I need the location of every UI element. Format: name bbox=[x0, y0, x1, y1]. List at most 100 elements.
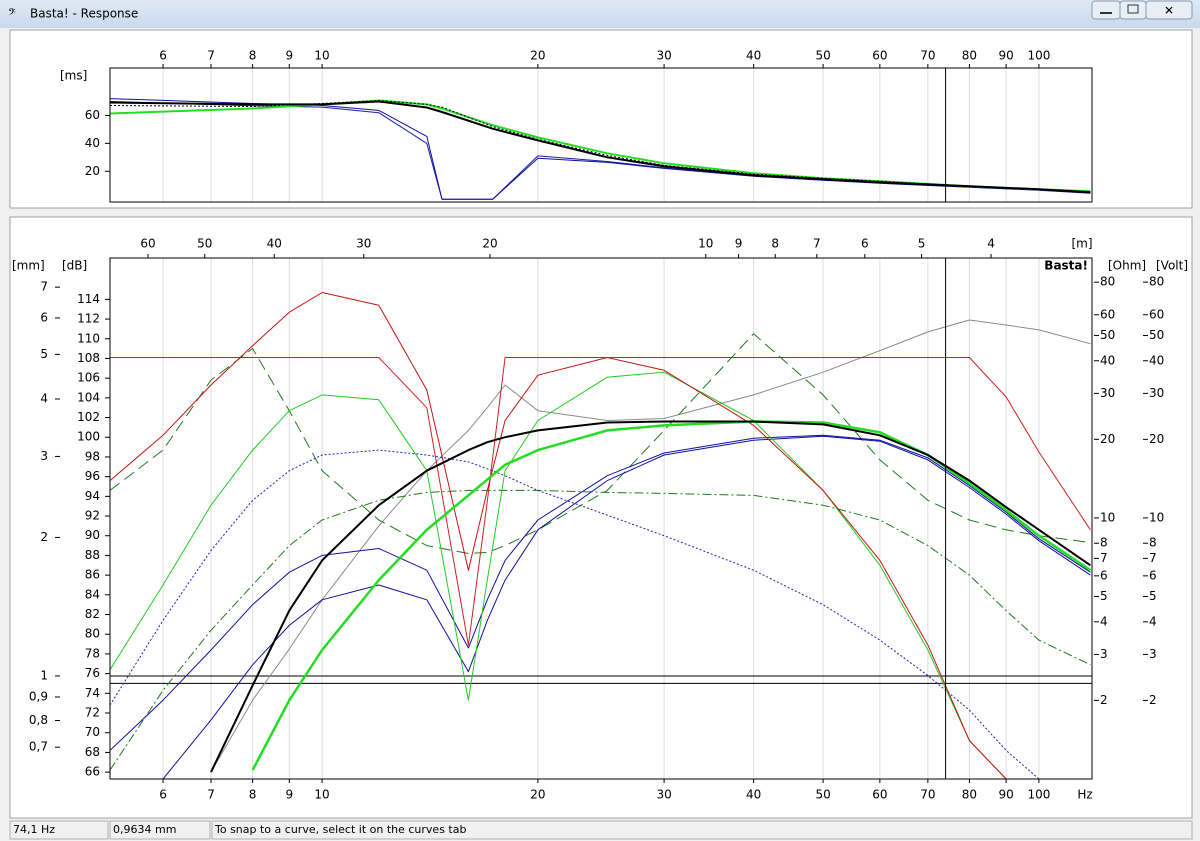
ohm-axis-tick-label: 3 bbox=[1100, 647, 1108, 661]
volt-axis-tick-label: 7 bbox=[1149, 551, 1157, 565]
ohm-axis-tick-label: 7 bbox=[1100, 551, 1108, 565]
close-icon: ✕ bbox=[1164, 4, 1174, 18]
curve bbox=[110, 371, 1007, 779]
y-tick-label: 90 bbox=[85, 528, 100, 542]
wavelength-tick-label: 60 bbox=[140, 237, 155, 251]
x-tick-label: 6 bbox=[159, 49, 167, 63]
volt-axis-tick-label: 40 bbox=[1149, 353, 1164, 367]
x-tick-label: 100 bbox=[1027, 49, 1050, 63]
curve bbox=[110, 449, 1040, 779]
ohm-axis-tick-label: 5 bbox=[1100, 589, 1108, 603]
status-pane bbox=[109, 820, 211, 840]
x-tick-label: 10 bbox=[314, 49, 329, 63]
curve bbox=[110, 100, 1091, 194]
wavelength-tick-label: 30 bbox=[356, 237, 371, 251]
x-tick-label: 8 bbox=[249, 788, 257, 802]
volt-axis-unit: [Volt] bbox=[1156, 259, 1188, 273]
wavelength-tick-label: 4 bbox=[987, 237, 995, 251]
maximize-icon bbox=[1127, 4, 1139, 14]
window-buttons[interactable]: ✕ bbox=[1091, 0, 1193, 20]
y-tick-label: 108 bbox=[77, 351, 100, 365]
x-tick-label: 40 bbox=[746, 49, 761, 63]
x-tick-label: 70 bbox=[920, 49, 935, 63]
y-tick-label: 86 bbox=[85, 568, 100, 582]
y-tick-label: 102 bbox=[77, 410, 100, 424]
y-axis-unit: [ms] bbox=[60, 69, 87, 83]
curves bbox=[110, 292, 1092, 779]
mm-tick-label: 2 bbox=[40, 530, 48, 544]
wavelength-tick-label: 20 bbox=[482, 237, 497, 251]
x-tick-label: 30 bbox=[656, 788, 671, 802]
volt-axis-tick-label: 80 bbox=[1149, 275, 1164, 289]
y-tick-label: 78 bbox=[85, 646, 100, 660]
y-tick-label: 66 bbox=[85, 765, 100, 779]
x-tick-label: 80 bbox=[962, 788, 977, 802]
status-pane bbox=[9, 820, 109, 840]
y-tick-label: 100 bbox=[77, 430, 100, 444]
ohm-axis-tick-label: 8 bbox=[1100, 536, 1108, 550]
status-bar: 74,1 Hz 0,9634 mm To snap to a curve, se… bbox=[9, 820, 1193, 840]
curve bbox=[162, 435, 1091, 779]
ohm-axis-tick-label: 10 bbox=[1100, 510, 1115, 524]
y-tick-label: 60 bbox=[85, 108, 100, 122]
x-tick-label: 60 bbox=[872, 788, 887, 802]
close-button[interactable] bbox=[1145, 0, 1193, 20]
maximize-button[interactable] bbox=[1119, 0, 1147, 20]
curve bbox=[210, 420, 1091, 773]
x-tick-label: 80 bbox=[962, 49, 977, 63]
y-tick-label: 76 bbox=[85, 666, 100, 680]
volt-axis-tick-label: 4 bbox=[1149, 614, 1157, 628]
x-tick-label: 20 bbox=[530, 788, 545, 802]
ohm-axis-unit: [Ohm] bbox=[1108, 259, 1146, 273]
mm-tick-label: 0,9 bbox=[29, 689, 48, 703]
y-tick-label: 92 bbox=[85, 509, 100, 523]
window-title: Basta! - Response bbox=[30, 7, 138, 21]
x-tick-label: 40 bbox=[746, 788, 761, 802]
wavelength-tick-label: 6 bbox=[861, 237, 869, 251]
y-tick-label: 70 bbox=[85, 725, 100, 739]
curve bbox=[110, 357, 1091, 646]
ohm-axis-tick-label: 2 bbox=[1100, 693, 1108, 707]
y-tick-label: 104 bbox=[77, 390, 100, 404]
x-tick-label: 9 bbox=[285, 788, 293, 802]
volt-axis-tick-label: 8 bbox=[1149, 536, 1157, 550]
status-frequency: 74,1 Hz bbox=[13, 823, 55, 836]
x-tick-label: 30 bbox=[656, 49, 671, 63]
y-tick-label: 20 bbox=[85, 164, 100, 178]
ohm-axis-tick-label: 40 bbox=[1100, 353, 1115, 367]
mm-tick-label: 0,8 bbox=[29, 713, 48, 727]
x-tick-label: 7 bbox=[207, 788, 215, 802]
minimize-button[interactable] bbox=[1091, 0, 1121, 20]
curve bbox=[110, 434, 1091, 751]
y-tick-label: 68 bbox=[85, 745, 100, 759]
volt-axis-tick-label: 20 bbox=[1149, 432, 1164, 446]
volt-axis-tick-label: 30 bbox=[1149, 386, 1164, 400]
x-tick-label: 8 bbox=[249, 49, 257, 63]
x-tick-label: 6 bbox=[159, 788, 167, 802]
ohm-axis-tick-label: 80 bbox=[1100, 275, 1115, 289]
volt-axis-tick-label: 60 bbox=[1149, 307, 1164, 321]
x-tick-label: 9 bbox=[285, 49, 293, 63]
y-tick-label: 82 bbox=[85, 607, 100, 621]
curve bbox=[110, 292, 1007, 779]
mm-tick-label: 3 bbox=[40, 449, 48, 463]
ohm-axis-tick-label: 6 bbox=[1100, 568, 1108, 582]
curve bbox=[110, 333, 1091, 554]
bottom-panel bbox=[9, 216, 1193, 819]
ohm-axis-tick-label: 4 bbox=[1100, 614, 1108, 628]
y-axis-unit: [dB] bbox=[62, 259, 87, 273]
volt-axis-tick-label: 10 bbox=[1149, 510, 1164, 524]
volt-axis-tick-label: 3 bbox=[1149, 647, 1157, 661]
app-icon: 𝄢 bbox=[8, 7, 16, 21]
x-tick-label: 90 bbox=[998, 49, 1013, 63]
wavelength-tick-label: 40 bbox=[267, 237, 282, 251]
curve bbox=[210, 319, 1091, 773]
mm-tick-label: 7 bbox=[40, 280, 48, 294]
y-tick-label: 84 bbox=[85, 587, 100, 601]
ohm-axis-tick-label: 20 bbox=[1100, 432, 1115, 446]
plot-frame bbox=[109, 67, 1093, 203]
y-tick-label: 96 bbox=[85, 469, 100, 483]
mm-tick-label: 6 bbox=[40, 310, 48, 324]
x-tick-label: 10 bbox=[314, 788, 329, 802]
x-tick-label: 100 bbox=[1027, 788, 1050, 802]
